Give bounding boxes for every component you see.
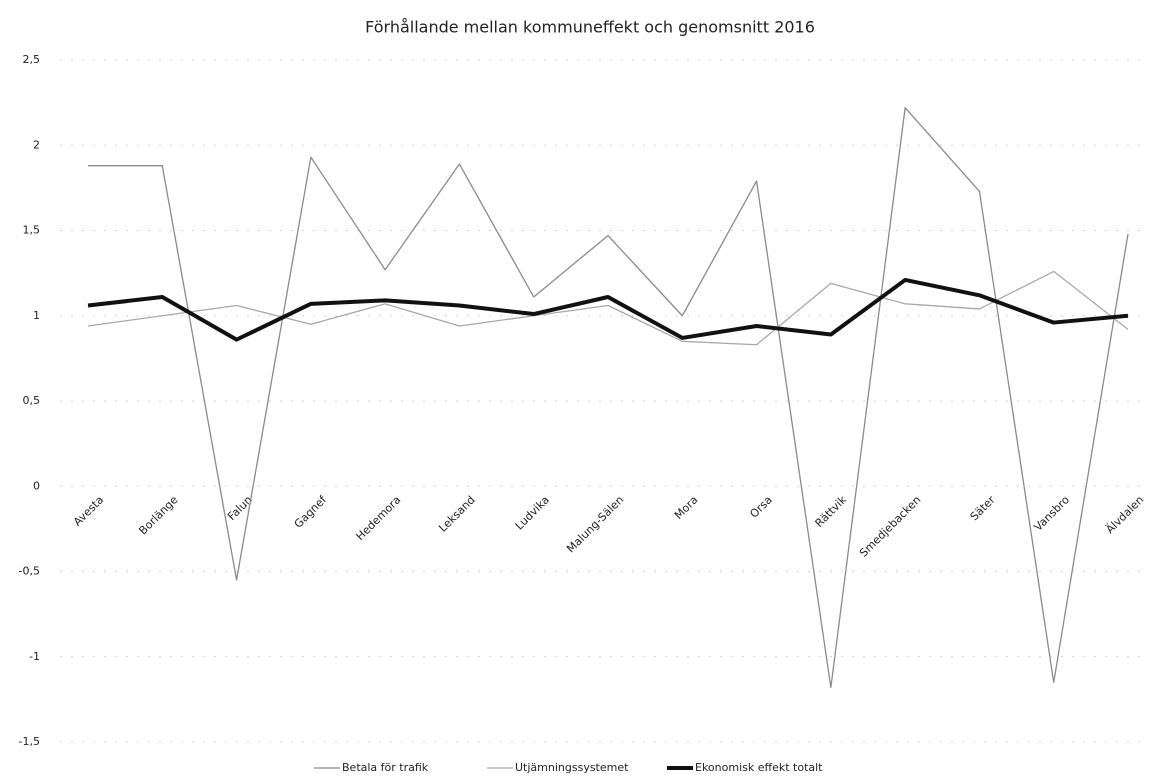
legend-item: Betala för trafik (314, 761, 429, 774)
y-tick-label: -1,5 (19, 735, 40, 748)
x-tick-label: Leksand (436, 493, 477, 534)
x-tick-label: Hedemora (354, 493, 404, 543)
x-tick-label: Orsa (747, 493, 774, 520)
x-tick-label: Avesta (71, 493, 106, 528)
legend-item: Utjämningssystemet (487, 761, 629, 774)
x-tick-label: Rättvik (813, 493, 850, 530)
y-tick-label: -1 (29, 650, 40, 663)
y-tick-label: 0,5 (23, 394, 41, 407)
x-tick-label: Ludvika (513, 493, 552, 532)
x-tick-label: Mora (672, 493, 701, 522)
x-tick-label: Borlänge (136, 493, 180, 537)
x-tick-label: Malung-Sälen (564, 493, 626, 555)
y-tick-label: 1 (33, 309, 40, 322)
x-tick-label: Säter (968, 493, 998, 523)
x-tick-label: Gagnef (292, 493, 330, 531)
y-tick-label: -0,5 (19, 565, 40, 578)
series-line (88, 107, 1129, 689)
y-tick-label: 0 (33, 479, 40, 492)
y-tick-label: 1,5 (23, 224, 41, 237)
y-tick-label: 2 (33, 138, 40, 151)
legend-item: Ekonomisk effekt totalt (667, 761, 823, 774)
legend-label: Betala för trafik (342, 761, 429, 774)
legend-label: Ekonomisk effekt totalt (695, 761, 823, 774)
x-tick-label: Vansbro (1032, 493, 1073, 534)
chart-title: Förhållande mellan kommuneffekt och geno… (365, 18, 815, 37)
x-tick-label: Älvdalen (1103, 493, 1146, 536)
y-tick-label: 2,5 (23, 53, 41, 66)
series-line (87, 270, 1129, 346)
x-tick-label: Smedjebacken (857, 493, 923, 559)
legend-label: Utjämningssystemet (515, 761, 629, 774)
series-line (87, 277, 1129, 342)
